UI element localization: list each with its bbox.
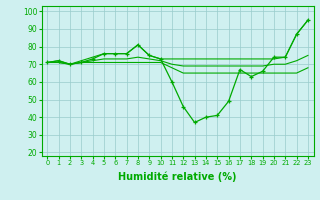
- X-axis label: Humidité relative (%): Humidité relative (%): [118, 172, 237, 182]
